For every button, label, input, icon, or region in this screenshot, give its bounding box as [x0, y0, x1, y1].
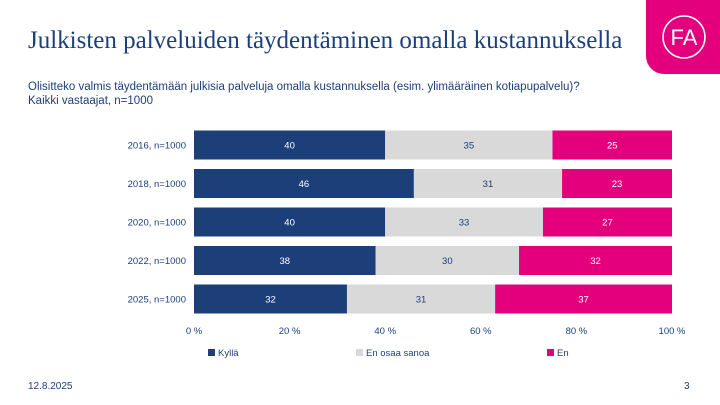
- logo-background: [646, 0, 720, 74]
- data-label: 33: [459, 218, 470, 229]
- category-label: 2018, n=1000: [128, 179, 186, 190]
- data-label: 32: [590, 256, 601, 267]
- bar-segment: [194, 284, 347, 314]
- bar-segment: [385, 130, 553, 160]
- data-label: 27: [602, 218, 613, 229]
- bar-segment: [385, 207, 543, 237]
- survey-question: Olisitteko valmis täydentämään julkisia …: [28, 81, 580, 93]
- data-label: 31: [416, 295, 427, 306]
- category-label: 2016, n=1000: [128, 141, 186, 152]
- bar-segment: [194, 207, 386, 237]
- bar-segment: [375, 246, 520, 275]
- chart-subtitle: Olisitteko valmis täydentämään julkisia …: [28, 80, 668, 108]
- bar-segment: [413, 169, 563, 198]
- x-tick-label: 0 %: [186, 326, 203, 337]
- legend-swatch: [356, 349, 363, 356]
- data-label: 37: [578, 295, 589, 306]
- data-label: 40: [284, 218, 295, 229]
- data-label: 38: [280, 256, 291, 267]
- category-label: 2022, n=1000: [128, 256, 186, 267]
- logo-ring: [662, 15, 706, 59]
- bar-segment: [194, 246, 376, 275]
- legend-label: En: [557, 348, 569, 359]
- bar-segment: [519, 246, 672, 275]
- data-label: 25: [607, 141, 618, 152]
- bar-segment: [346, 284, 496, 314]
- x-tick-label: 60 %: [470, 326, 492, 337]
- x-tick-label: 80 %: [566, 326, 588, 337]
- logo-text: FA: [671, 25, 698, 50]
- legend: Kyllä En osaa sanoa En: [208, 348, 569, 359]
- x-tick-label: 100 %: [659, 326, 686, 337]
- data-label: 32: [265, 295, 276, 306]
- page-number: 3: [684, 381, 690, 392]
- data-label: 46: [299, 179, 310, 190]
- bar-segment: [552, 130, 672, 160]
- data-label: 35: [464, 141, 475, 152]
- legend-swatch: [208, 349, 215, 356]
- bars: 40 35 25 46 31 23 40 33 27 38 30 32 32 31 37: [194, 130, 672, 314]
- bar-segment: [194, 130, 386, 160]
- data-label: 23: [612, 179, 623, 190]
- legend-label: En osaa sanoa: [366, 348, 430, 359]
- page-title: Julkisten palveluiden täydentäminen omal…: [28, 27, 623, 54]
- data-label: 30: [442, 256, 453, 267]
- legend-swatch: [547, 349, 554, 356]
- bar-segment: [194, 169, 414, 198]
- bar-segment: [542, 207, 672, 237]
- data-label: 40: [284, 141, 295, 152]
- bar-segment: [495, 284, 672, 314]
- footer-date: 12.8.2025: [28, 381, 73, 392]
- x-tick-label: 20 %: [279, 326, 301, 337]
- legend-label: Kyllä: [218, 348, 239, 359]
- x-tick-label: 40 %: [374, 326, 396, 337]
- category-label: 2020, n=1000: [128, 218, 186, 229]
- category-label: 2025, n=1000: [128, 295, 186, 306]
- sample-base: Kaikki vastaajat, n=1000: [28, 95, 153, 107]
- bar-segment: [562, 169, 672, 198]
- x-axis-ticks: 0 % 20 % 40 % 60 % 80 % 100 %: [186, 326, 686, 337]
- category-labels: 2016, n=1000 2018, n=1000 2020, n=1000 2022…: [128, 141, 186, 306]
- data-label: 31: [483, 179, 494, 190]
- fa-logo: FA: [646, 0, 720, 74]
